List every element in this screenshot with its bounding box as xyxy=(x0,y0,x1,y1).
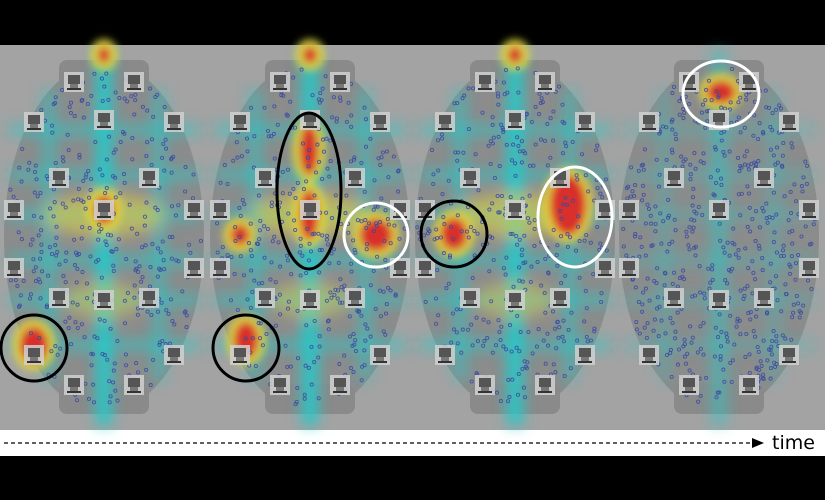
robot-station-icon xyxy=(49,168,69,188)
robot-station-icon xyxy=(505,110,525,130)
robot-station-icon xyxy=(664,168,684,188)
robot-station-icon xyxy=(475,375,495,395)
robot-station-icon xyxy=(505,290,525,310)
robot-station-icon xyxy=(184,200,204,220)
robot-station-icon xyxy=(535,375,555,395)
robot-station-icon xyxy=(345,168,365,188)
robot-station-icon xyxy=(4,200,24,220)
robot-station-icon xyxy=(639,112,659,132)
marker-light-panel4-top xyxy=(681,59,761,129)
robot-station-icon xyxy=(300,290,320,310)
robot-station-icon xyxy=(639,345,659,365)
robot-station-icon xyxy=(24,112,44,132)
robot-station-icon xyxy=(390,200,410,220)
robot-station-icon xyxy=(535,72,555,92)
robot-station-icon xyxy=(799,200,819,220)
robot-station-icon xyxy=(270,72,290,92)
robot-station-icon xyxy=(619,200,639,220)
robot-station-icon xyxy=(679,375,699,395)
robot-station-icon xyxy=(799,258,819,278)
robot-station-icon xyxy=(779,345,799,365)
panels-group xyxy=(4,39,819,425)
marker-dark-panel2-bottom-left xyxy=(211,313,281,383)
marker-dark-panel2-center-column xyxy=(275,111,343,271)
robot-station-icon xyxy=(345,288,365,308)
marker-dark-panel1-bottom-left xyxy=(0,313,69,383)
robot-station-icon xyxy=(230,112,250,132)
marker-light-panel3-right xyxy=(536,165,614,269)
robot-station-icon xyxy=(575,112,595,132)
robot-station-icon xyxy=(124,72,144,92)
robot-station-icon xyxy=(230,345,250,365)
robot-station-icon xyxy=(754,168,774,188)
robot-station-icon xyxy=(210,258,230,278)
robot-station-icon xyxy=(124,375,144,395)
robot-station-icon xyxy=(435,112,455,132)
robot-station-icon xyxy=(550,288,570,308)
robot-station-icon xyxy=(94,200,114,220)
robot-station-icon xyxy=(49,288,69,308)
robot-station-icon xyxy=(460,168,480,188)
robot-station-icon xyxy=(330,375,350,395)
robot-station-icon xyxy=(255,288,275,308)
robot-station-icon xyxy=(619,258,639,278)
robot-station-icon xyxy=(664,288,684,308)
robot-station-icon xyxy=(330,72,350,92)
robot-station-icon xyxy=(164,112,184,132)
robot-station-icon xyxy=(4,258,24,278)
robot-station-icon xyxy=(709,290,729,310)
robot-station-icon xyxy=(475,72,495,92)
robot-station-icon xyxy=(164,345,184,365)
robot-station-icon xyxy=(595,258,615,278)
robot-station-icon xyxy=(779,112,799,132)
robot-station-icon xyxy=(709,200,729,220)
robot-station-icon xyxy=(300,200,320,220)
robot-station-icon xyxy=(94,110,114,130)
robot-station-icon xyxy=(139,168,159,188)
robot-station-icon xyxy=(270,375,290,395)
robot-station-icon xyxy=(435,345,455,365)
robot-station-icon xyxy=(754,288,774,308)
robot-station-icon xyxy=(739,375,759,395)
robot-station-icon xyxy=(575,345,595,365)
robot-station-icon xyxy=(370,112,390,132)
robot-station-icon xyxy=(505,200,525,220)
robot-station-icon xyxy=(255,168,275,188)
marker-light-panel2-right xyxy=(342,201,410,269)
robot-station-icon xyxy=(184,258,204,278)
robot-station-icon xyxy=(415,258,435,278)
time-label: time xyxy=(772,432,815,454)
robot-station-icon xyxy=(24,345,44,365)
robot-station-icon xyxy=(139,288,159,308)
robot-station-icon xyxy=(64,375,84,395)
robot-station-icon xyxy=(460,288,480,308)
time-arrow-head xyxy=(752,438,764,448)
highlight-markers xyxy=(0,59,761,383)
robot-station-icon xyxy=(210,200,230,220)
robot-station-icon xyxy=(94,290,114,310)
robot-station-icon xyxy=(370,345,390,365)
marker-dark-panel3-left xyxy=(419,199,489,269)
robot-station-icon xyxy=(64,72,84,92)
